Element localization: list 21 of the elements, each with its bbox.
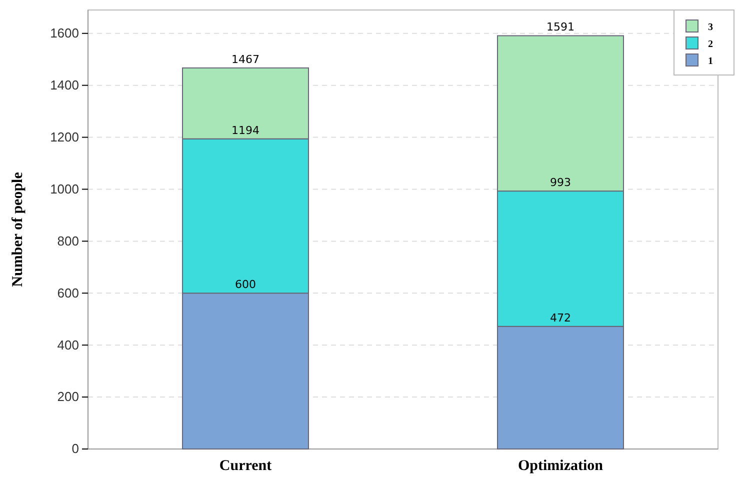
y-tick-label: 200 <box>57 389 79 404</box>
x-tick-label: Current <box>219 458 272 474</box>
y-tick-label: 1400 <box>50 77 79 92</box>
legend-label: 3 <box>708 22 713 33</box>
y-tick-label: 0 <box>72 441 79 456</box>
y-tick-label: 1000 <box>50 181 79 196</box>
annotation: 600 <box>235 278 256 292</box>
y-tick-label: 600 <box>57 285 79 300</box>
annotation: 472 <box>550 311 571 324</box>
annotation: 1194 <box>232 124 260 137</box>
y-tick-label: 800 <box>57 233 79 248</box>
y-tick-label: 1600 <box>50 26 79 41</box>
total-label: 1467 <box>232 52 260 66</box>
total-label: 1591 <box>546 20 574 34</box>
legend-label: 1 <box>708 56 713 67</box>
annotation: 993 <box>550 176 571 190</box>
legend-label: 2 <box>708 39 713 50</box>
y-tick-label: 400 <box>57 337 79 352</box>
y-tick-label: 1200 <box>50 129 79 144</box>
y-axis-title: Number of people <box>10 172 26 287</box>
x-tick-label: Optimization <box>518 458 604 474</box>
